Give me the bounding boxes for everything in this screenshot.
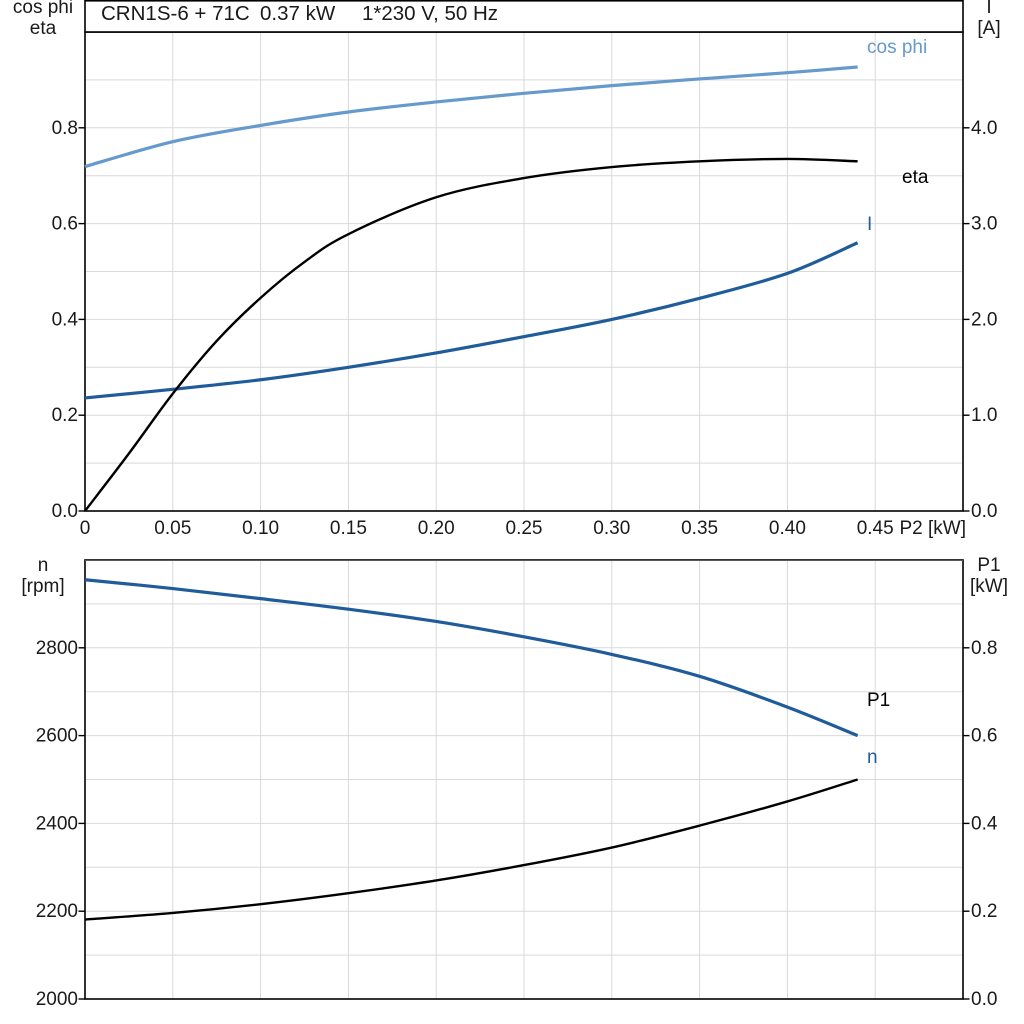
svg-text:P1: P1 — [977, 555, 1000, 576]
svg-text:0.4: 0.4 — [971, 813, 998, 834]
svg-text:2600: 2600 — [36, 726, 78, 747]
svg-text:eta: eta — [902, 167, 929, 188]
svg-text:0.4: 0.4 — [52, 309, 79, 330]
svg-text:0.0: 0.0 — [52, 501, 78, 522]
svg-text:n: n — [867, 747, 878, 768]
svg-text:0.0: 0.0 — [971, 501, 997, 522]
svg-text:0.10: 0.10 — [242, 518, 279, 539]
svg-text:0.35: 0.35 — [681, 518, 718, 539]
svg-text:[rpm]: [rpm] — [21, 576, 64, 597]
svg-text:3.0: 3.0 — [971, 214, 997, 235]
svg-text:0.2: 0.2 — [52, 405, 78, 426]
svg-text:0.20: 0.20 — [418, 518, 455, 539]
svg-text:0.40: 0.40 — [769, 518, 806, 539]
svg-text:I: I — [986, 0, 991, 18]
svg-text:0.25: 0.25 — [506, 518, 543, 539]
svg-text:0: 0 — [80, 518, 91, 539]
svg-text:0.30: 0.30 — [593, 518, 630, 539]
svg-text:0.45: 0.45 — [857, 518, 894, 539]
svg-text:I: I — [867, 214, 872, 235]
svg-text:0.05: 0.05 — [154, 518, 191, 539]
svg-text:0.15: 0.15 — [330, 518, 367, 539]
svg-text:2.0: 2.0 — [971, 309, 997, 330]
svg-text:P1: P1 — [867, 690, 890, 711]
svg-text:2800: 2800 — [36, 638, 78, 659]
svg-text:0.8: 0.8 — [52, 118, 78, 139]
svg-text:P2 [kW]: P2 [kW] — [899, 518, 966, 539]
svg-text:2400: 2400 — [36, 813, 78, 834]
svg-text:cos phi: cos phi — [13, 0, 73, 18]
svg-text:n: n — [38, 555, 49, 576]
svg-text:0.2: 0.2 — [971, 901, 997, 922]
svg-text:0.0: 0.0 — [971, 989, 997, 1010]
svg-text:[A]: [A] — [977, 18, 1000, 39]
svg-text:eta: eta — [30, 18, 57, 39]
svg-text:0.6: 0.6 — [52, 214, 78, 235]
svg-text:2000: 2000 — [36, 989, 78, 1010]
svg-text:4.0: 4.0 — [971, 118, 997, 139]
svg-text:0.6: 0.6 — [971, 726, 997, 747]
svg-text:0.8: 0.8 — [971, 638, 997, 659]
svg-text:1.0: 1.0 — [971, 405, 997, 426]
svg-text:[kW]: [kW] — [970, 576, 1008, 597]
svg-text:cos phi: cos phi — [867, 37, 927, 58]
svg-text:2200: 2200 — [36, 901, 78, 922]
